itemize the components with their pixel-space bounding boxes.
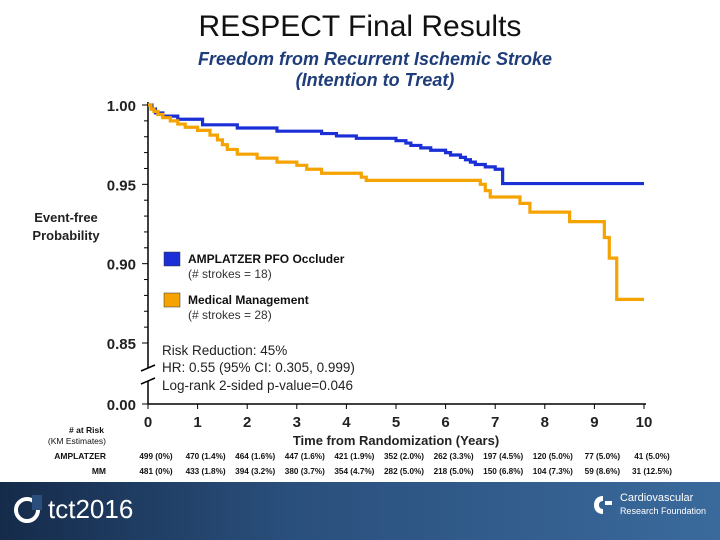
x-tick-label: 8: [541, 414, 549, 431]
x-tick-label: 10: [636, 414, 653, 431]
tct-logo: tct2016: [12, 494, 133, 525]
stat-line-2: Log-rank 2-sided p-value=0.046: [162, 378, 353, 393]
y-tick-label: 0.00: [107, 397, 136, 414]
at-risk-cell: 421 (1.9%): [334, 452, 374, 461]
crf-logo-line1: Cardiovascular: [619, 492, 694, 504]
x-tick-label: 0: [144, 414, 152, 431]
y-tick-label: 0.90: [107, 257, 136, 274]
legend-note-1: (# strokes = 28): [188, 308, 272, 322]
y-axis-label-line2: Probability: [32, 228, 100, 243]
legend-swatch-0: [163, 251, 181, 267]
at-risk-cell: 150 (6.8%): [483, 467, 523, 476]
x-tick-label: 3: [293, 414, 301, 431]
crf-logo: Cardiovascular Research Foundation: [592, 492, 706, 518]
y-tick-label: 0.95: [107, 177, 136, 194]
y-tick-label: 0.85: [107, 336, 136, 353]
at-risk-cell: 282 (5.0%): [384, 467, 424, 476]
y-axis-label-line1: Event-free: [34, 210, 98, 225]
x-tick-label: 9: [590, 414, 598, 431]
series-line-medical-management: [148, 103, 644, 301]
at-risk-cell: 380 (3.7%): [285, 467, 325, 476]
x-tick-label: 7: [491, 414, 499, 431]
chart-subtitle-line2: (Intention to Treat): [295, 70, 455, 90]
at-risk-cell: 197 (4.5%): [483, 452, 523, 461]
at-risk-row-label: AMPLATZER: [54, 451, 106, 461]
tct-logo-text: tct2016: [48, 494, 134, 524]
at-risk-cell: 59 (8.6%): [585, 467, 621, 476]
series-line-amplatzer: [148, 103, 644, 186]
tct-logo-icon: [14, 494, 42, 523]
at-risk-cell: 394 (3.2%): [235, 467, 275, 476]
at-risk-cell: 433 (1.8%): [186, 467, 226, 476]
at-risk-cell: 104 (7.3%): [533, 467, 573, 476]
x-tick-label: 2: [243, 414, 251, 431]
legend-label-0: AMPLATZER PFO Occluder: [188, 252, 345, 266]
stat-line-0: Risk Reduction: 45%: [162, 343, 287, 358]
at-risk-cell: 499 (0%): [139, 452, 172, 461]
at-risk-cell: 354 (4.7%): [334, 467, 374, 476]
at-risk-cell: 120 (5.0%): [533, 452, 573, 461]
axis-break-mark: [140, 377, 156, 385]
footer-bar: tct2016 Cardiovascular Research Foundati…: [0, 482, 720, 540]
at-risk-header-line1: # at Risk: [69, 425, 104, 435]
at-risk-cell: 41 (5.0%): [634, 452, 670, 461]
x-tick-label: 4: [342, 414, 351, 431]
x-tick-label: 1: [193, 414, 201, 431]
at-risk-cell: 481 (0%): [139, 467, 172, 476]
y-tick-label: 1.00: [107, 98, 136, 115]
km-chart: 1.00 0.95 0.90 0.85 0.00 Event-free Probabilit…: [32, 98, 672, 476]
crf-logo-line2: Research Foundation: [619, 506, 706, 516]
x-axis-label: Time from Randomization (Years): [293, 433, 499, 448]
at-risk-header-line2: (KM Estimates): [48, 436, 106, 446]
at-risk-cell: 464 (1.6%): [235, 452, 275, 461]
x-tick-label: 5: [392, 414, 400, 431]
at-risk-cell: 262 (3.3%): [434, 452, 474, 461]
at-risk-cell: 352 (2.0%): [384, 452, 424, 461]
slide-title: RESPECT Final Results: [198, 10, 522, 43]
legend-label-1: Medical Management: [188, 293, 309, 307]
legend-note-0: (# strokes = 18): [188, 267, 272, 281]
at-risk-cell: 77 (5.0%): [585, 452, 621, 461]
x-tick-label: 6: [441, 414, 449, 431]
at-risk-cell: 470 (1.4%): [186, 452, 226, 461]
legend-swatch-1: [163, 292, 181, 308]
stat-line-1: HR: 0.55 (95% CI: 0.305, 0.999): [162, 360, 355, 375]
crf-logo-icon: [593, 496, 612, 514]
at-risk-cell: 218 (5.0%): [434, 467, 474, 476]
chart-subtitle-line1: Freedom from Recurrent Ischemic Stroke: [197, 49, 553, 69]
at-risk-cell: 31 (12.5%): [632, 467, 672, 476]
at-risk-cell: 447 (1.6%): [285, 452, 325, 461]
axis-break-mark: [140, 364, 156, 372]
at-risk-row-label: MM: [92, 466, 106, 476]
